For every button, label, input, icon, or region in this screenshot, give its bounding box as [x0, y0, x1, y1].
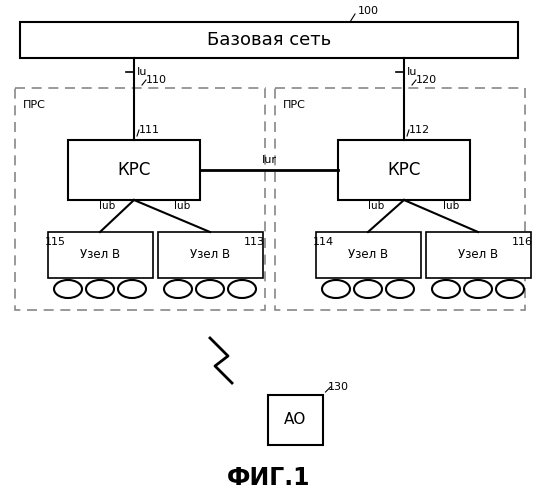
- Text: АО: АО: [284, 412, 306, 428]
- Text: Iur: Iur: [261, 155, 277, 165]
- Text: 111: 111: [139, 125, 160, 135]
- Bar: [68, 140, 200, 200]
- Text: ФИГ.1: ФИГ.1: [227, 466, 311, 490]
- Text: ПРС: ПРС: [283, 100, 306, 110]
- Bar: [315, 232, 421, 278]
- Text: КРС: КРС: [117, 161, 151, 179]
- Text: 110: 110: [146, 75, 167, 85]
- Text: Базовая сеть: Базовая сеть: [207, 31, 331, 49]
- Text: 113: 113: [244, 237, 265, 247]
- Text: Iub: Iub: [174, 201, 190, 211]
- Text: Iu: Iu: [137, 67, 147, 77]
- Bar: [426, 232, 530, 278]
- Text: 100: 100: [358, 6, 379, 16]
- Bar: [267, 395, 322, 445]
- Text: Узел В: Узел В: [458, 248, 498, 262]
- Text: Узел В: Узел В: [348, 248, 388, 262]
- Text: 112: 112: [409, 125, 430, 135]
- Text: Iub: Iub: [368, 201, 384, 211]
- Text: 115: 115: [45, 237, 66, 247]
- Text: 120: 120: [416, 75, 437, 85]
- Bar: [158, 232, 263, 278]
- Bar: [15, 88, 265, 310]
- Text: 130: 130: [328, 382, 349, 392]
- Bar: [275, 88, 525, 310]
- Text: Iub: Iub: [99, 201, 115, 211]
- Bar: [20, 22, 518, 58]
- Bar: [47, 232, 152, 278]
- Text: ПРС: ПРС: [23, 100, 46, 110]
- Text: Iub: Iub: [443, 201, 459, 211]
- Text: Iu: Iu: [407, 67, 417, 77]
- Bar: [338, 140, 470, 200]
- Text: 116: 116: [512, 237, 533, 247]
- Text: Узел В: Узел В: [80, 248, 120, 262]
- Text: Узел В: Узел В: [190, 248, 230, 262]
- Text: 114: 114: [313, 237, 334, 247]
- Text: КРС: КРС: [387, 161, 421, 179]
